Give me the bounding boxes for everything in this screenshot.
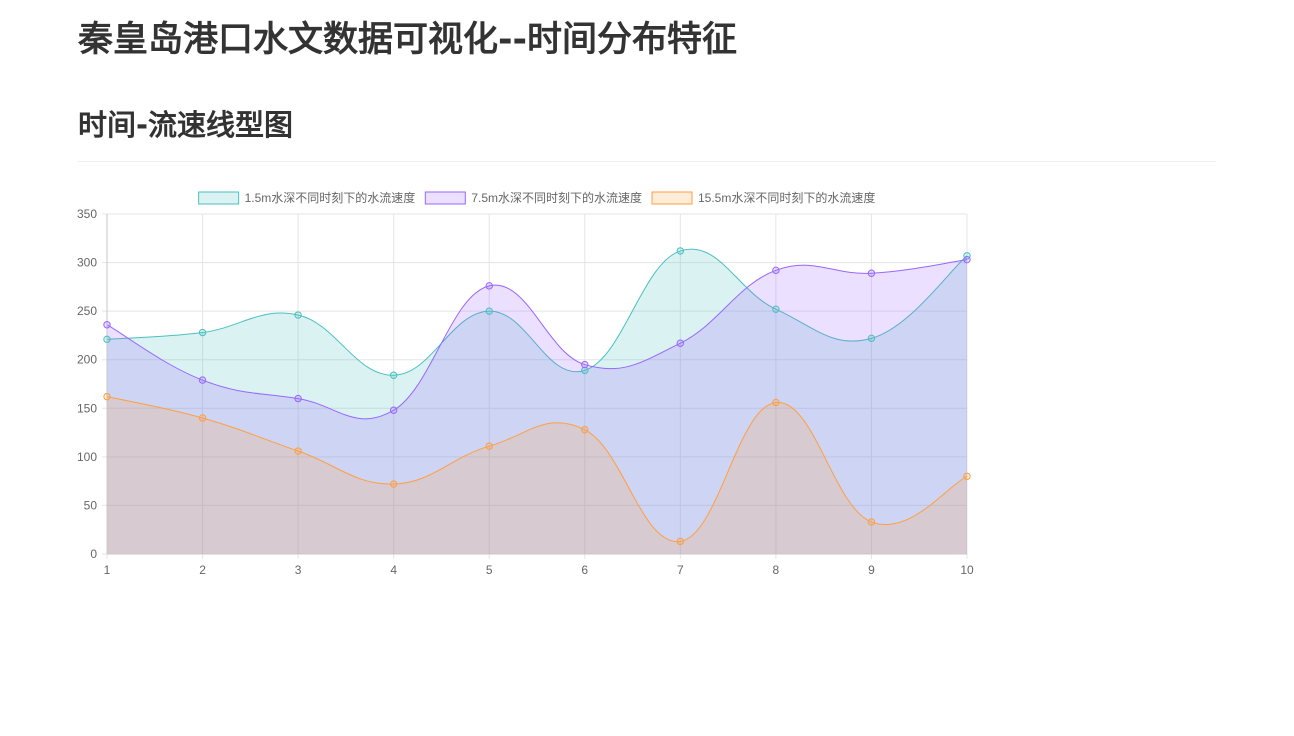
section-title: 时间-流速线型图: [78, 108, 294, 142]
series-3-point[interactable]: [389, 480, 398, 488]
legend-item[interactable]: 7.5m水深不同时刻下的水流速度: [424, 190, 642, 205]
section-divider: [78, 161, 1216, 162]
x-tick-label: 8: [773, 563, 780, 577]
series-2-line: [106, 259, 968, 420]
series-areas: [106, 248, 968, 554]
series-3-point[interactable]: [867, 518, 876, 526]
series-2-area: [107, 259, 967, 554]
series-1-point[interactable]: [963, 252, 971, 260]
series-1-point[interactable]: [581, 366, 589, 375]
series-3-area: [107, 396, 967, 554]
series-3-point[interactable]: [485, 442, 493, 450]
x-tick-label: 10: [960, 563, 974, 577]
x-tick-label: 5: [486, 563, 493, 577]
legend-label: 7.5m水深不同时刻下的水流速度: [471, 190, 642, 205]
y-tick-label: 100: [77, 450, 97, 464]
series-3-point[interactable]: [294, 447, 302, 455]
series-2-point[interactable]: [772, 266, 780, 275]
legend-swatch: [198, 191, 240, 205]
series-1-line: [106, 248, 968, 376]
series-1-point[interactable]: [389, 371, 398, 379]
y-tick-label: 50: [84, 498, 98, 512]
series-1-point[interactable]: [867, 334, 876, 343]
series-3-point[interactable]: [198, 414, 207, 422]
legend-label: 1.5m水深不同时刻下的水流速度: [245, 190, 416, 205]
series-1-point[interactable]: [676, 247, 685, 255]
series-3-point[interactable]: [581, 425, 589, 434]
legend-item[interactable]: 1.5m水深不同时刻下的水流速度: [198, 190, 416, 205]
series-1-area: [107, 249, 967, 554]
grid: [102, 213, 968, 559]
x-tick-label: 6: [581, 563, 588, 577]
y-tick-label: 350: [77, 207, 97, 221]
legend-swatch: [424, 191, 466, 205]
series-3-point[interactable]: [676, 537, 685, 546]
series-points: [103, 247, 971, 546]
series-2-point[interactable]: [676, 339, 685, 347]
y-tick-label: 300: [77, 256, 97, 270]
x-tick-label: 2: [199, 563, 206, 577]
series-1-point[interactable]: [103, 335, 111, 344]
x-tick-label: 3: [295, 563, 302, 577]
series-2-point[interactable]: [198, 376, 207, 384]
series-2-point[interactable]: [294, 394, 302, 403]
series-3-point[interactable]: [963, 472, 971, 480]
x-tick-label: 1: [104, 563, 111, 577]
series-2-point[interactable]: [389, 406, 398, 414]
y-tick-label: 0: [90, 547, 97, 561]
series-2-point[interactable]: [581, 360, 589, 369]
legend: 1.5m水深不同时刻下的水流速度 7.5m水深不同时刻下的水流速度 15.5m水深不…: [198, 190, 875, 205]
axes: 0 50 100 150 200 250 300 350 1 2 3 4 5 6 7 8 9 10: [77, 207, 974, 577]
series-1-point[interactable]: [772, 305, 780, 313]
series-3-point[interactable]: [772, 398, 780, 407]
page-title: 秦皇岛港口水文数据可视化--时间分布特征: [78, 20, 738, 60]
series-3-line: [106, 396, 968, 542]
series-2-point[interactable]: [103, 321, 111, 329]
legend-swatch: [651, 191, 693, 205]
legend-item[interactable]: 15.5m水深不同时刻下的水流速度: [651, 190, 875, 205]
y-tick-label: 150: [77, 401, 97, 415]
series-1-point[interactable]: [294, 311, 302, 319]
series-2-point[interactable]: [963, 255, 971, 264]
y-tick-label: 250: [77, 304, 97, 318]
x-tick-label: 4: [390, 563, 397, 577]
series-2-point[interactable]: [867, 269, 876, 277]
series-2-point[interactable]: [485, 282, 493, 290]
series-3-point[interactable]: [103, 392, 111, 401]
x-tick-label: 7: [677, 563, 684, 577]
series-1-point[interactable]: [485, 307, 493, 315]
series-1-point[interactable]: [198, 328, 207, 337]
y-tick-label: 200: [77, 353, 97, 367]
x-tick-label: 9: [868, 563, 875, 577]
legend-label: 15.5m水深不同时刻下的水流速度: [698, 190, 875, 205]
